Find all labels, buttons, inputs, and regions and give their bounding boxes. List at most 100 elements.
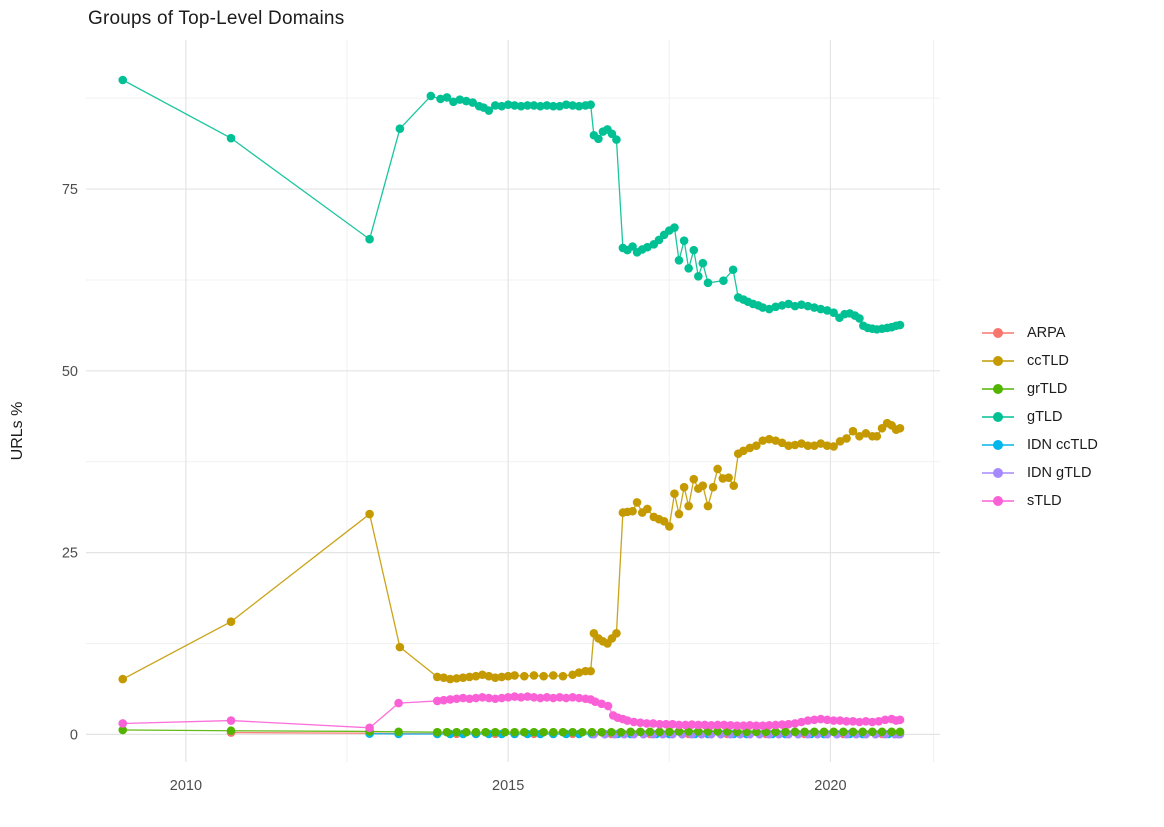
series-point-gTLD <box>442 93 452 102</box>
series-point-ccTLD <box>724 473 733 483</box>
series-point-gTLD <box>679 236 689 245</box>
series-point-grTLD <box>461 727 471 737</box>
series-point-ccTLD <box>628 506 637 516</box>
series-point-gTLD <box>529 101 539 110</box>
series-point-grTLD <box>819 727 829 737</box>
series-point-ccTLD <box>777 438 787 448</box>
series-point-ccTLD <box>612 629 621 638</box>
series-point-sTLD <box>445 695 455 704</box>
series-point-grTLD <box>118 725 128 735</box>
series-point-sTLD <box>118 719 128 728</box>
series-point-ccTLD <box>784 441 793 451</box>
legend-label: ARPA <box>1027 325 1066 341</box>
series-point-sTLD <box>635 718 645 728</box>
y-tick-label: 50 <box>62 364 78 380</box>
legend-label: ccTLD <box>1027 353 1069 369</box>
series-point-grTLD <box>626 727 635 737</box>
series-point-ccTLD <box>895 423 905 433</box>
series-point-gTLD <box>586 100 595 110</box>
series-point-sTLD <box>842 716 851 726</box>
series-point-sTLD <box>503 692 513 702</box>
legend-key-dot <box>993 412 1003 422</box>
series-point-sTLD <box>471 693 481 703</box>
series-point-gTLD <box>628 242 637 251</box>
series-point-sTLD <box>764 720 774 730</box>
legend-key-icon <box>982 465 1014 481</box>
series-point-grTLD <box>810 727 819 737</box>
series-point-sTLD <box>529 692 539 702</box>
series-point-grTLD <box>858 727 867 737</box>
series-point-ccTLD <box>643 504 652 514</box>
series-point-ccTLD <box>395 642 405 652</box>
series-point-ccTLD <box>365 509 374 519</box>
series-point-gTLD <box>703 278 713 288</box>
series-point-ccTLD <box>729 481 739 491</box>
series-point-grTLD <box>606 727 616 737</box>
series-point-sTLD <box>752 721 761 730</box>
legend-key-dot <box>993 496 1003 506</box>
x-tick-label: 2015 <box>492 778 524 794</box>
series-point-gTLD <box>855 314 864 323</box>
series-point-sTLD <box>523 692 532 701</box>
series-point-grTLD <box>481 727 490 737</box>
series-point-sTLD <box>452 694 461 704</box>
series-point-ccTLD <box>432 672 442 682</box>
series-point-gTLD <box>436 94 445 104</box>
legend-key-icon <box>982 409 1014 425</box>
series-point-ccTLD <box>458 673 468 682</box>
series-point-grTLD <box>548 727 558 737</box>
series-point-ccTLD <box>471 671 481 681</box>
series-point-grTLD <box>510 727 519 737</box>
legend-key-dot <box>993 468 1003 478</box>
legend-key-dot <box>993 328 1003 338</box>
series-point-ccTLD <box>713 464 722 474</box>
series-point-sTLD <box>536 693 545 703</box>
series-point-grTLD <box>539 727 548 737</box>
series-point-gTLD <box>689 245 699 255</box>
series-point-grTLD <box>887 727 896 737</box>
series-point-gTLD <box>455 95 465 104</box>
series-point-ccTLD <box>519 671 529 681</box>
series-point-sTLD <box>732 721 742 730</box>
series-point-grTLD <box>226 726 236 736</box>
series-point-gTLD <box>226 133 236 143</box>
series-point-gTLD <box>542 101 552 110</box>
y-axis-title: URLs % <box>9 401 26 461</box>
series-point-sTLD <box>790 719 800 728</box>
series-point-sTLD <box>478 692 487 702</box>
series-point-sTLD <box>542 692 552 702</box>
series-point-gTLD <box>698 258 708 268</box>
series-point-ccTLD <box>118 674 128 684</box>
series-point-grTLD <box>645 727 655 737</box>
series-point-ccTLD <box>752 441 761 451</box>
series-point-sTLD <box>822 715 832 725</box>
legend-label: gTLD <box>1027 409 1063 425</box>
series-point-sTLD <box>713 720 722 730</box>
series-point-sTLD <box>835 716 845 725</box>
series-point-ccTLD <box>503 671 513 681</box>
y-tick-label: 25 <box>62 546 78 562</box>
series-point-sTLD <box>803 716 813 725</box>
series-point-grTLD <box>684 727 693 736</box>
series-point-grTLD <box>800 727 809 737</box>
series-point-grTLD <box>635 727 645 737</box>
series-point-ccTLD <box>698 481 708 491</box>
series-point-ccTLD <box>842 434 851 443</box>
series-point-grTLD <box>587 727 597 737</box>
series-line-gTLD <box>122 79 901 331</box>
series-point-sTLD <box>623 716 632 725</box>
series-point-ccTLD <box>539 671 548 681</box>
series-point-gTLD <box>777 301 787 310</box>
series-point-sTLD <box>874 716 884 726</box>
series-point-sTLD <box>394 698 403 708</box>
series-point-sTLD <box>880 715 890 725</box>
series-point-grTLD <box>771 727 780 737</box>
series-point-gTLD <box>758 303 768 312</box>
series-point-gTLD <box>516 101 526 111</box>
series-point-grTLD <box>868 727 877 737</box>
series-point-grTLD <box>848 727 858 737</box>
series-point-ccTLD <box>679 482 689 492</box>
series-point-sTLD <box>758 721 768 730</box>
series-point-sTLD <box>548 693 558 703</box>
